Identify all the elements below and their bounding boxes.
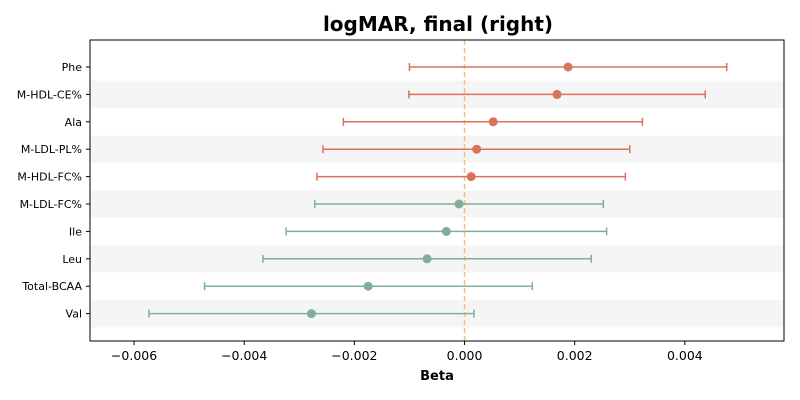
chart-title: logMAR, final (right) (323, 12, 553, 36)
y-tick-label: Phe (62, 61, 83, 74)
y-axis: Phe M-HDL-CE% Ala M-LDL-PL% M-HDL-FC% M-LDL-F… (17, 61, 90, 321)
y-tick-label: Leu (62, 253, 82, 266)
data-series (148, 62, 728, 319)
x-tick-label: 0.004 (667, 348, 703, 363)
y-tick-label: Ala (65, 116, 82, 129)
estimate-point (306, 309, 316, 319)
plot-frame (89, 39, 785, 342)
y-tick-label: M-HDL-FC% (17, 171, 82, 184)
estimate-point (472, 144, 482, 154)
estimate-point (454, 199, 464, 209)
x-tick-label: 0.002 (557, 348, 593, 363)
estimate-point (563, 62, 573, 72)
estimate-point (363, 281, 373, 291)
estimate-point (488, 117, 498, 127)
x-tick-label: −0.004 (221, 348, 267, 363)
x-tick-label: −0.002 (331, 348, 377, 363)
y-tick-label: M-HDL-CE% (17, 88, 82, 101)
x-tick-label: 0.000 (447, 348, 483, 363)
y-tick-label: M-LDL-PL% (21, 143, 82, 156)
x-axis: −0.006 −0.004 −0.002 0.000 0.002 0.004 (111, 341, 703, 363)
estimate-point (552, 89, 562, 99)
y-tick-label: Ile (69, 225, 82, 238)
y-tick-label: M-LDL-FC% (20, 198, 82, 211)
estimate-point (441, 226, 451, 236)
estimate-point (422, 254, 432, 264)
y-tick-label: Val (66, 308, 82, 321)
x-axis-label: Beta (420, 369, 454, 384)
y-tick-label: Total-BCAA (21, 280, 82, 293)
x-tick-label: −0.006 (111, 348, 157, 363)
estimate-point (466, 172, 476, 182)
